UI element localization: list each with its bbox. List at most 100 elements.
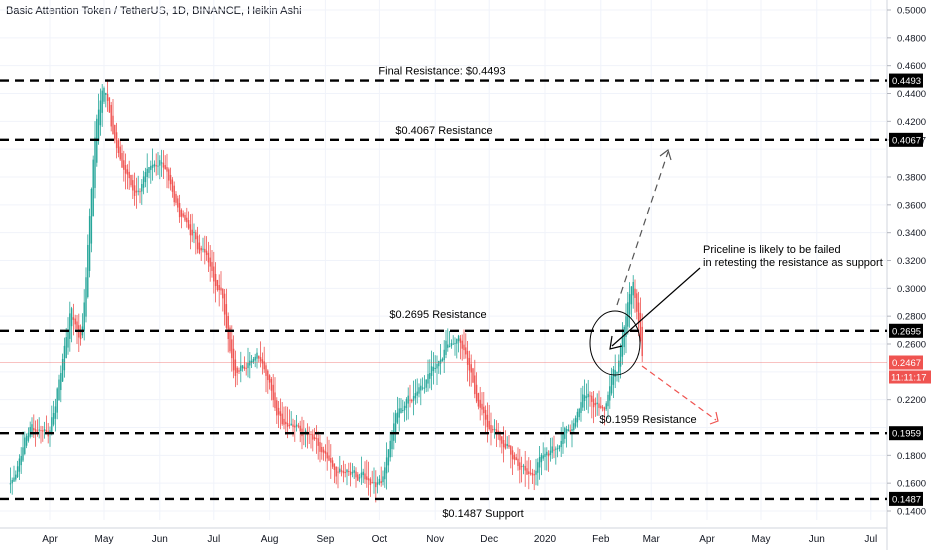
y-tick-label: 0.4400 [897,89,926,100]
candle-body [391,432,393,450]
candle-body [13,477,15,482]
candle-body [139,191,141,193]
candle-body [83,302,85,331]
candle-body [340,470,343,472]
candle-body [511,450,514,460]
candle-body [204,248,206,253]
candle-body [261,359,264,364]
candle-body [472,368,474,383]
candle-body [594,403,597,406]
candle-body [578,408,580,418]
x-tick-label: Feb [592,534,610,545]
x-tick-label: Jul [864,534,877,545]
candle-body [618,360,620,373]
candle-body [11,479,13,484]
candle-body [411,399,413,402]
candle-body [488,420,490,430]
bullish-path-arrow [616,151,669,306]
candle-body [33,428,35,431]
candle-body [574,418,577,427]
candle-body [99,100,102,126]
candle-body [105,92,107,95]
candle-body [133,185,136,196]
candle-body [115,132,118,149]
candle-body [439,359,442,364]
candle-body [621,337,624,357]
candle-body [596,402,598,405]
candle-body [274,392,276,409]
candle-body [502,440,505,448]
candle-body [88,216,91,271]
candle-body [474,375,476,395]
candle-body [117,140,120,153]
last-price-tag: 0.2467 [892,358,921,369]
candle-body [452,343,454,345]
countdown-tag: 11:11:17 [891,373,927,384]
candle-body [191,229,193,236]
candle-body [610,376,613,394]
x-tick-label: May [95,534,114,545]
callout-arrow [611,267,701,347]
candle-body [268,375,271,383]
candle-body [272,384,274,401]
y-tick-label: 0.1400 [897,507,926,518]
candle-body [72,317,75,320]
candle-body [218,285,220,291]
candle-body [373,482,375,484]
candle-body [555,448,557,450]
candle-body [562,433,564,445]
candle-body [342,470,345,474]
candle-body [94,137,96,188]
candle-body [601,406,604,409]
candle-body [97,109,100,141]
candle-body [493,428,496,430]
candle-body [313,436,316,440]
candle-body [61,358,64,382]
candle-body [240,365,242,372]
candle-body [56,388,58,413]
candle-body [277,407,280,415]
candle-body [182,213,184,217]
candle-body [333,463,336,470]
candle-body [481,403,483,410]
candle-body [175,193,177,203]
candle-body [128,171,130,179]
x-tick-label: Jul [207,534,220,545]
candle-body [157,165,159,167]
candle-body [429,373,431,379]
candle-body [587,393,589,398]
y-tick-label: 0.3400 [897,228,926,239]
candle-body [252,359,255,362]
candle-body [434,367,436,369]
candle-body [396,412,399,423]
candle-body [285,421,287,425]
candle-body [461,340,463,349]
candle-body [625,316,627,337]
candle-body [641,326,643,357]
candle-body [551,446,553,453]
candle-body [9,483,12,485]
y-tick-label: 0.1800 [897,451,926,462]
candle-body [607,394,609,407]
candle-body [186,217,188,223]
candle-body [360,472,363,478]
candle-body [526,468,528,475]
candle-body [416,391,418,396]
candle-body [385,457,388,474]
candle-body [519,462,521,470]
candle-body [513,454,516,460]
candle-body [164,165,166,170]
candle-body [229,327,231,352]
candle-body [600,405,602,408]
candle-body [506,443,508,447]
candle-body [135,190,138,193]
candle-body [319,442,321,452]
candle-body [457,335,460,342]
candle-body [459,338,462,343]
candle-body [349,471,352,476]
x-tick-label: Aug [261,534,279,545]
candle-body [67,330,69,348]
candle-body [529,472,532,474]
x-tick-label: Sep [317,534,335,545]
